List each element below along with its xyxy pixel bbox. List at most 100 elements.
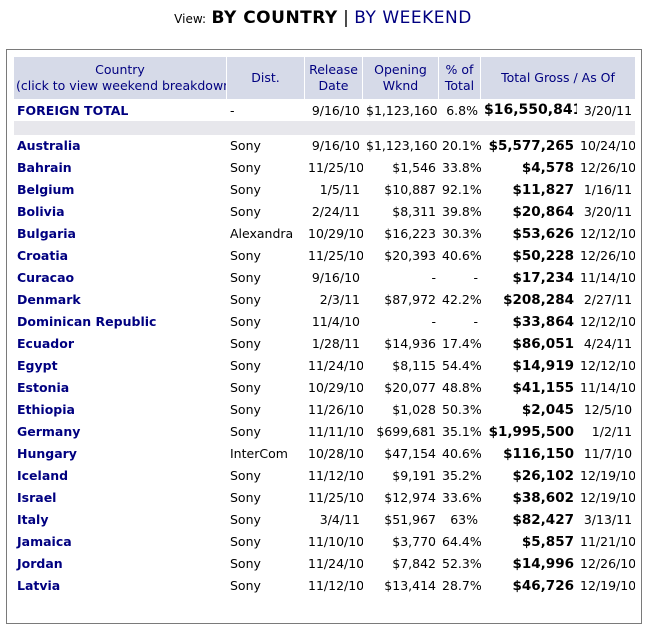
distributor-cell: Sony xyxy=(227,399,305,421)
table-row: Jordan Sony 11/24/10 $7,842 52.3% $14,996 12/2… xyxy=(14,553,636,575)
total-gross-cell: $14,996 xyxy=(481,553,577,575)
opening-weekend-cell: - xyxy=(363,311,439,333)
country-link[interactable]: Denmark xyxy=(14,289,227,311)
total-gross-cell: $5,577,265 xyxy=(481,135,577,157)
distributor-cell: Sony xyxy=(227,421,305,443)
pct-of-total-cell: 42.2% xyxy=(439,289,481,311)
distributor-cell: Sony xyxy=(227,575,305,597)
header-release-date[interactable]: Release Date xyxy=(305,57,363,99)
header-total-gross-as-of[interactable]: Total Gross / As Of xyxy=(481,57,636,99)
country-link[interactable]: Ethiopia xyxy=(14,399,227,421)
foreign-total-dist: - xyxy=(227,99,305,121)
header-opening-label: Opening xyxy=(374,62,427,77)
country-link[interactable]: Germany xyxy=(14,421,227,443)
pct-of-total-cell: 35.2% xyxy=(439,465,481,487)
country-link[interactable]: Italy xyxy=(14,509,227,531)
view-separator: | xyxy=(343,8,349,28)
view-switcher: View: BY COUNTRY | BY WEEKEND xyxy=(0,6,646,30)
country-link[interactable]: Jamaica xyxy=(14,531,227,553)
as-of-date-cell: 11/7/10 xyxy=(577,443,636,465)
total-gross-cell: $46,726 xyxy=(481,575,577,597)
opening-weekend-cell: $12,974 xyxy=(363,487,439,509)
header-country[interactable]: Country (click to view weekend breakdown… xyxy=(14,57,227,99)
opening-weekend-cell: $1,546 xyxy=(363,157,439,179)
as-of-date-cell: 2/27/11 xyxy=(577,289,636,311)
header-country-hint: (click to view weekend breakdown) xyxy=(16,78,227,93)
country-link[interactable]: Bahrain xyxy=(14,157,227,179)
opening-weekend-cell: $13,414 xyxy=(363,575,439,597)
country-link[interactable]: Bolivia xyxy=(14,201,227,223)
opening-weekend-cell: $51,967 xyxy=(363,509,439,531)
release-date-cell: 2/24/11 xyxy=(305,201,363,223)
total-gross-cell: $53,626 xyxy=(481,223,577,245)
distributor-cell: Alexandra xyxy=(227,223,305,245)
table-row: Hungary InterCom 10/28/10 $47,154 40.6% $116,… xyxy=(14,443,636,465)
country-link[interactable]: Curacao xyxy=(14,267,227,289)
distributor-cell: Sony xyxy=(227,201,305,223)
release-date-cell: 11/26/10 xyxy=(305,399,363,421)
as-of-date-cell: 12/5/10 xyxy=(577,399,636,421)
distributor-cell: Sony xyxy=(227,157,305,179)
opening-weekend-cell: $20,077 xyxy=(363,377,439,399)
country-link[interactable]: Dominican Republic xyxy=(14,311,227,333)
pct-of-total-cell: 52.3% xyxy=(439,553,481,575)
release-date-cell: 1/5/11 xyxy=(305,179,363,201)
release-date-cell: 9/16/10 xyxy=(305,135,363,157)
total-gross-cell: $4,578 xyxy=(481,157,577,179)
table-row: Jamaica Sony 11/10/10 $3,770 64.4% $5,857 11/2… xyxy=(14,531,636,553)
release-date-cell: 11/25/10 xyxy=(305,245,363,267)
total-gross-cell: $50,228 xyxy=(481,245,577,267)
pct-of-total-cell: - xyxy=(439,267,481,289)
total-gross-cell: $86,051 xyxy=(481,333,577,355)
country-link[interactable]: Latvia xyxy=(14,575,227,597)
distributor-cell: Sony xyxy=(227,333,305,355)
as-of-date-cell: 3/20/11 xyxy=(577,201,636,223)
opening-weekend-cell: $9,191 xyxy=(363,465,439,487)
table-row: Iceland Sony 11/12/10 $9,191 35.2% $26,102 12/… xyxy=(14,465,636,487)
country-link[interactable]: Egypt xyxy=(14,355,227,377)
country-link[interactable]: Croatia xyxy=(14,245,227,267)
as-of-date-cell: 12/12/10 xyxy=(577,355,636,377)
country-link[interactable]: Iceland xyxy=(14,465,227,487)
distributor-cell: Sony xyxy=(227,465,305,487)
release-date-cell: 2/3/11 xyxy=(305,289,363,311)
table-row: Dominican Republic Sony 11/4/10- - $33,864 12… xyxy=(14,311,636,333)
header-dist[interactable]: Dist. xyxy=(227,57,305,99)
country-link[interactable]: Belgium xyxy=(14,179,227,201)
view-by-country-current: BY COUNTRY xyxy=(211,8,338,28)
distributor-cell: InterCom xyxy=(227,443,305,465)
as-of-date-cell: 1/2/11 xyxy=(577,421,636,443)
pct-of-total-cell: 40.6% xyxy=(439,245,481,267)
table-row: Australia Sony 9/16/10 $1,123,160 20.1% $5,57… xyxy=(14,135,636,157)
foreign-total-gross: $16,550,841 xyxy=(481,99,577,121)
country-link[interactable]: Israel xyxy=(14,487,227,509)
distributor-cell: Sony xyxy=(227,289,305,311)
country-link[interactable]: Australia xyxy=(14,135,227,157)
release-date-cell: 10/29/10 xyxy=(305,377,363,399)
pct-of-total-cell: 17.4% xyxy=(439,333,481,355)
total-gross-cell: $33,864 xyxy=(481,311,577,333)
country-link[interactable]: Bulgaria xyxy=(14,223,227,245)
opening-weekend-cell: $20,393 xyxy=(363,245,439,267)
country-link[interactable]: Hungary xyxy=(14,443,227,465)
header-country-label: Country xyxy=(95,62,145,77)
release-date-cell: 11/12/10 xyxy=(305,465,363,487)
country-link[interactable]: Estonia xyxy=(14,377,227,399)
as-of-date-cell: 12/12/10 xyxy=(577,223,636,245)
opening-weekend-cell: $3,770 xyxy=(363,531,439,553)
header-opening-weekend[interactable]: Opening Wknd xyxy=(363,57,439,99)
header-pct-of-total[interactable]: % of Total xyxy=(439,57,481,99)
as-of-date-cell: 3/13/11 xyxy=(577,509,636,531)
country-link[interactable]: Jordan xyxy=(14,553,227,575)
table-row: Estonia Sony 10/29/10 $20,077 48.8% $41,155 11… xyxy=(14,377,636,399)
pct-of-total-cell: - xyxy=(439,311,481,333)
table-row: Ecuador Sony 1/28/11 $14,936 17.4% $86,051 4/2… xyxy=(14,333,636,355)
pct-of-total-cell: 33.6% xyxy=(439,487,481,509)
pct-of-total-cell: 50.3% xyxy=(439,399,481,421)
view-by-weekend-link[interactable]: BY WEEKEND xyxy=(354,8,472,28)
pct-of-total-cell: 35.1% xyxy=(439,421,481,443)
table-row: Germany Sony 11/11/10 $699,681 35.1% $1,995,5… xyxy=(14,421,636,443)
total-gross-cell: $14,919 xyxy=(481,355,577,377)
table-row: Belgium Sony 1/5/11 $10,887 92.1% $11,827 1/16… xyxy=(14,179,636,201)
country-link[interactable]: Ecuador xyxy=(14,333,227,355)
